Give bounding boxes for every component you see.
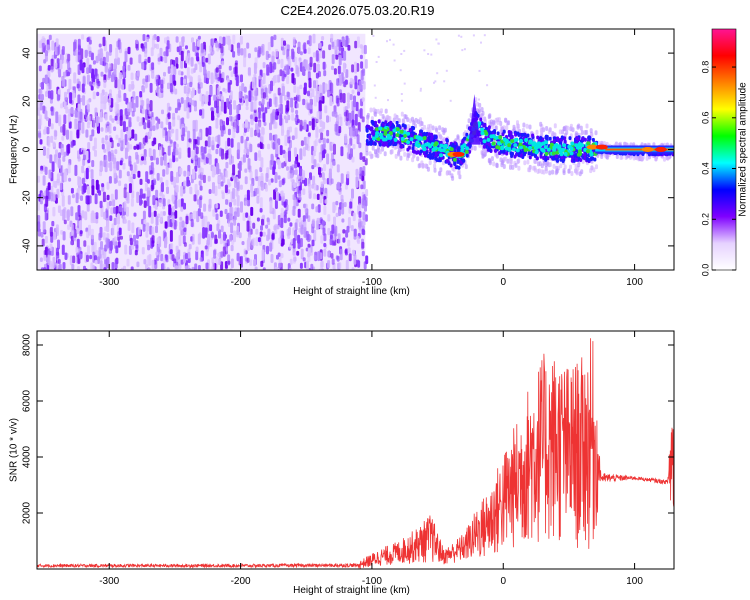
spectrogram-plot — [37, 33, 674, 270]
x-tick-label: -300 — [99, 576, 119, 587]
amplitude-peak — [654, 147, 667, 152]
snr-plot — [37, 338, 674, 569]
y-axis-label: Frequency (Hz) — [9, 115, 20, 184]
chart-title: C2E4.2026.075.03.20.R19 — [280, 3, 435, 18]
amplitude-peak — [595, 144, 608, 150]
x-axis-label: Height of straight line (km) — [293, 286, 410, 297]
snr-series-line — [37, 338, 674, 569]
x-tick-label: 100 — [626, 576, 643, 587]
colorbar-tick-label: 0.8 — [700, 61, 710, 74]
y-tick-label: 40 — [22, 47, 33, 59]
frequency-spike — [468, 94, 481, 145]
colorbar-label: Normalized spectral amplitude — [738, 82, 749, 217]
colorbar-tick-label: 0.6 — [700, 112, 710, 125]
noise-speckles — [37, 33, 369, 270]
x-tick-label: 100 — [626, 277, 643, 288]
y-tick-label: 8000 — [22, 333, 33, 356]
band-peak-line — [605, 148, 674, 151]
snr-frame — [36, 330, 675, 570]
y-tick-label: 20 — [22, 95, 33, 107]
x-tick-label: -200 — [231, 576, 251, 587]
y-tick-label: -40 — [22, 238, 33, 253]
y-tick-label: 0 — [22, 146, 33, 152]
narrow-band — [365, 34, 674, 181]
y-tick-label: 2000 — [22, 501, 33, 524]
y-tick-label: -20 — [22, 190, 33, 205]
x-tick-label: -100 — [362, 277, 382, 288]
colorbar-tick-label: 0.2 — [700, 213, 710, 226]
colorbar — [711, 28, 737, 271]
amplitude-peak — [641, 147, 654, 152]
x-axis-label: Height of straight line (km) — [293, 585, 410, 596]
x-tick-label: -300 — [99, 277, 119, 288]
colorbar-tick-label: 0.4 — [700, 162, 710, 175]
x-tick-label: -200 — [231, 277, 251, 288]
y-tick-label: 6000 — [22, 389, 33, 412]
amplitude-peak — [586, 144, 599, 150]
y-tick-label: 4000 — [22, 445, 33, 468]
colorbar-tick-label: 0.0 — [700, 264, 710, 277]
y-axis-label: SNR (10 * v/v) — [9, 418, 20, 482]
x-tick-label: 0 — [500, 277, 506, 288]
amplitude-peak — [452, 151, 465, 157]
x-tick-label: -100 — [362, 576, 382, 587]
x-tick-label: 0 — [500, 576, 506, 587]
